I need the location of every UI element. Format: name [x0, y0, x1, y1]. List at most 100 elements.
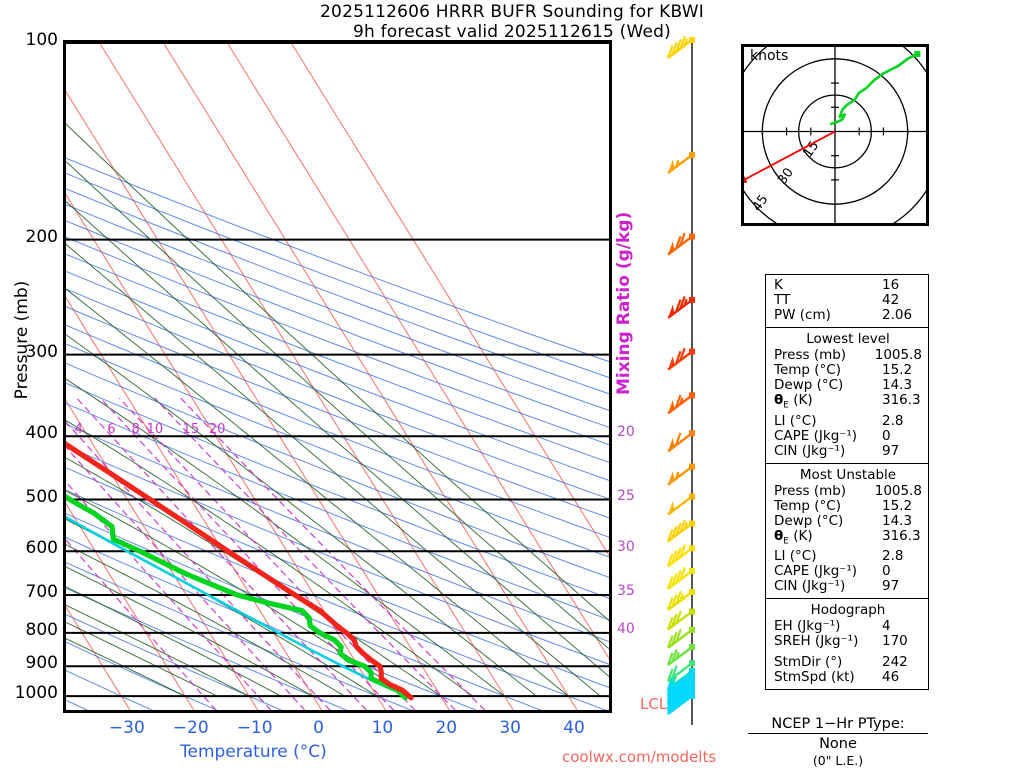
- index-value: 16: [882, 277, 900, 293]
- indices-table: K 16 TT 42 PW (cm) 2.06 Lowest level Press (m…: [765, 274, 929, 691]
- unstable-value: 14.3: [882, 512, 913, 529]
- unstable-value: 2.8: [882, 548, 904, 565]
- index-row: K 16: [774, 278, 922, 293]
- lowest-label: Temp (°C): [774, 362, 841, 378]
- svg-text:15: 15: [183, 422, 200, 437]
- lowest-label: CIN (Jkg⁻¹): [774, 442, 846, 459]
- hodo-stat-label: StmDir (°): [774, 654, 843, 671]
- pressure-tick-700: 700: [25, 581, 58, 602]
- wind-barb: [667, 347, 695, 371]
- hodograph-stats-section: Hodograph EH (Jkg⁻¹) 4 SREH (Jkg⁻¹) 170 StmD…: [766, 598, 928, 689]
- wind-barb-column: [666, 35, 695, 725]
- index-label: TT: [774, 292, 791, 308]
- wind-barb: [666, 35, 695, 59]
- temperature-tick-40: 40: [563, 718, 585, 738]
- temperature-tick-0: 0: [313, 718, 324, 738]
- mixing-ratio-axis-label: Mixing Ratio (g/kg): [614, 211, 634, 395]
- wind-barb: [666, 644, 695, 667]
- pressure-tick-500: 500: [25, 486, 58, 507]
- hodograph-trace: [829, 52, 918, 126]
- unstable-value: 316.3: [882, 527, 921, 544]
- svg-text:10: 10: [147, 422, 164, 437]
- wind-barb: [667, 152, 695, 174]
- hodo-stat-value: 170: [882, 633, 908, 650]
- hodo-stat-row: SREH (Jkg⁻¹) 170: [774, 634, 922, 649]
- unstable-row: Temp (°C) 15.2: [774, 497, 922, 514]
- wind-barb: [666, 544, 695, 568]
- temperature-tick-10: 10: [371, 718, 394, 738]
- height-label-20: 20: [617, 424, 635, 441]
- ptype-value: None: [819, 736, 857, 752]
- pressure-tick-400: 400: [25, 423, 58, 444]
- index-row: PW (cm) 2.06: [774, 308, 922, 323]
- unstable-label: θE (K): [774, 527, 813, 547]
- unstable-value: 0: [882, 563, 891, 580]
- unstable-value: 15.2: [882, 497, 913, 514]
- hodo-stat-row: EH (Jkg⁻¹) 4: [774, 619, 922, 634]
- hodo-stat-row: StmDir (°) 242: [774, 655, 922, 670]
- hodograph-ring-label-30: 30: [775, 165, 797, 187]
- pressure-tick-100: 100: [25, 30, 58, 50]
- hodograph-stats-rows: EH (Jkg⁻¹) 4 SREH (Jkg⁻¹) 170 StmDir (°) 242 S…: [774, 619, 922, 685]
- lcl-label: LCL: [640, 695, 668, 713]
- hodo-stat-value: 46: [882, 669, 900, 686]
- index-value: 42: [882, 292, 900, 308]
- pressure-tick-900: 900: [25, 653, 58, 674]
- lowest-label: Press (mb): [774, 347, 847, 363]
- hodograph-ring-label-45: 45: [750, 192, 772, 214]
- watermark: coolwx.com/modelts: [562, 748, 717, 766]
- svg-text:8: 8: [132, 422, 140, 437]
- wind-barb: [666, 566, 695, 590]
- unstable-row: LI (°C) 2.8: [774, 549, 922, 564]
- lowest-label: LI (°C): [774, 412, 817, 429]
- wind-barb: [667, 493, 695, 516]
- height-label-40: 40: [617, 620, 635, 637]
- skewt-plot-area: 123468101520: [66, 43, 609, 710]
- wind-barb: [667, 232, 695, 256]
- storm-motion-vector: [736, 130, 836, 185]
- lowest-value: 15.2: [882, 362, 913, 378]
- lowest-row: LI (°C) 2.8: [774, 412, 922, 429]
- unstable-row: CAPE (Jkg⁻¹) 0: [774, 564, 922, 579]
- hodograph-units-label: knots: [750, 48, 789, 64]
- unstable-value: 1005.8: [874, 482, 922, 499]
- lowest-row: Temp (°C) 15.2: [774, 363, 922, 378]
- hodograph-end-marker: [914, 50, 921, 57]
- most-unstable-header: Most Unstable: [799, 466, 897, 483]
- ptype-header: NCEP 1−Hr PType:: [748, 716, 928, 734]
- lowest-row: Dewp (°C) 14.3: [774, 378, 922, 393]
- pressure-tick-200: 200: [25, 226, 58, 247]
- lowest-row: CAPE (Jkg⁻¹) 0: [774, 428, 922, 444]
- temperature-tick-20: 20: [435, 718, 458, 738]
- index-label: PW (cm): [774, 307, 831, 323]
- wind-barb: [667, 463, 695, 486]
- wind-barb: [666, 588, 695, 611]
- wind-barb: [667, 296, 695, 319]
- hodograph-stats-header: Hodograph: [810, 602, 886, 619]
- wind-barb: [666, 519, 695, 543]
- unstable-label: Dewp (°C): [774, 512, 844, 529]
- height-label-35: 35: [617, 582, 635, 599]
- skewt-diagram: 123468101520: [63, 40, 612, 713]
- index-label: K: [774, 277, 783, 293]
- unstable-label: LI (°C): [774, 548, 817, 565]
- svg-text:6: 6: [107, 422, 115, 437]
- hodo-stat-row: StmSpd (kt) 46: [774, 670, 922, 685]
- ptype-panel: NCEP 1−Hr PType: None (0" L.E.): [748, 716, 928, 768]
- hodograph-ring-label-15: 15: [801, 138, 823, 160]
- index-row: TT 42: [774, 293, 922, 308]
- svg-text:20: 20: [209, 422, 226, 437]
- unstable-label: Temp (°C): [774, 497, 841, 514]
- unstable-row: Press (mb) 1005.8: [774, 482, 922, 499]
- pressure-axis-label: Pressure (mb): [12, 280, 32, 400]
- chart-title-line2: 9h forecast valid 2025112615 (Wed): [353, 22, 671, 42]
- temperature-axis-label: Temperature (°C): [180, 742, 327, 762]
- wind-barb: [666, 608, 695, 631]
- pressure-tick-300: 300: [25, 341, 58, 362]
- temperature-tick--20: −20: [172, 718, 209, 738]
- temperature-tick-30: 30: [499, 718, 521, 738]
- height-label-25: 25: [617, 487, 635, 504]
- lowest-value: 1005.8: [874, 347, 922, 363]
- hodo-stat-value: 4: [882, 618, 891, 635]
